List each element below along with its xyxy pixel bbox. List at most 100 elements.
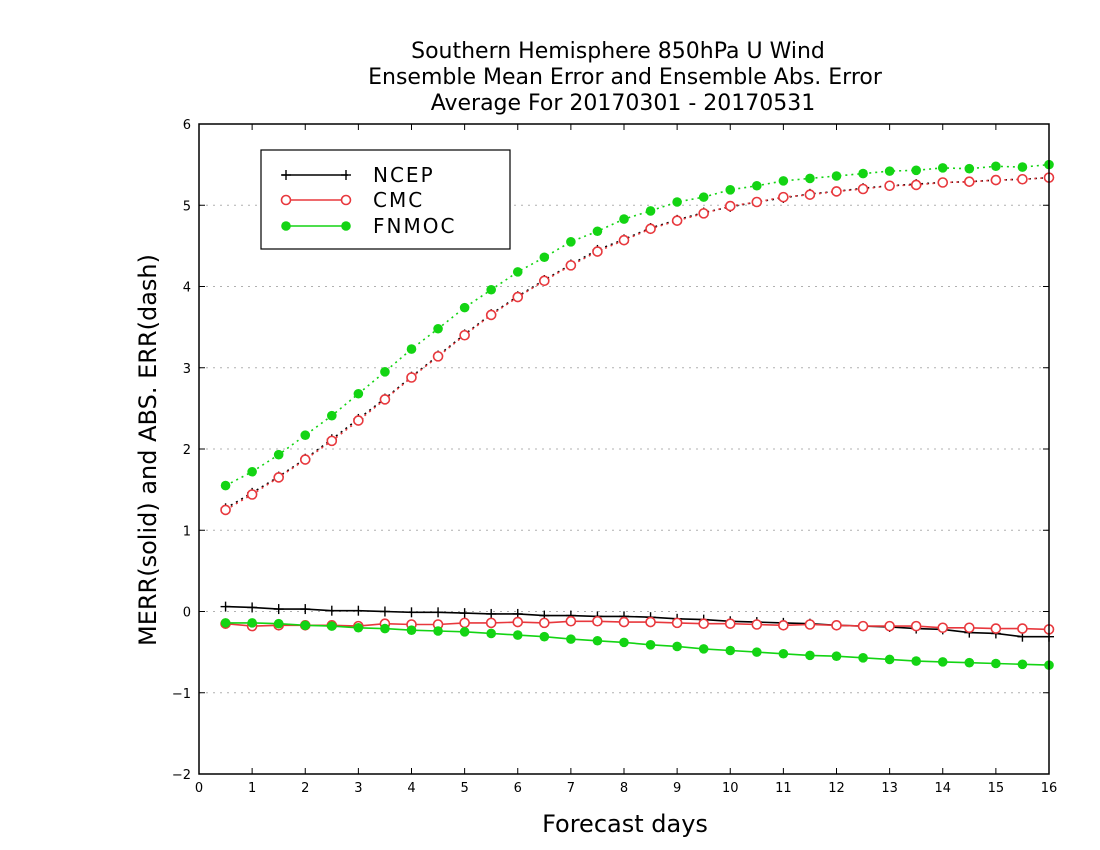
point-cmc-dash	[645, 223, 656, 235]
point-fnmoc-solid	[566, 634, 576, 644]
y-axis-label: MERR(solid) and ABS. ERR(dash)	[134, 254, 162, 646]
point-ncep-solid	[486, 608, 497, 619]
point-fnmoc-dash	[911, 165, 921, 176]
point-ncep-solid	[273, 604, 284, 615]
x-tick-label: 3	[354, 781, 362, 796]
point-fnmoc-solid	[645, 640, 656, 650]
point-fnmoc-solid	[433, 626, 443, 636]
point-cmc-solid	[857, 620, 869, 632]
point-fnmoc-solid	[884, 654, 895, 665]
point-fnmoc-solid	[698, 644, 709, 654]
point-cmc-solid	[671, 617, 683, 629]
chart-title-line-3: Average For 20170301 - 20170531	[431, 91, 816, 116]
point-cmc-dash	[406, 372, 417, 383]
point-cmc-solid	[804, 619, 816, 630]
point-fnmoc-solid	[220, 618, 231, 628]
point-fnmoc-dash	[433, 323, 443, 334]
point-fnmoc-dash	[486, 284, 496, 295]
point-fnmoc-dash	[672, 197, 682, 207]
x-tick-label: 15	[988, 781, 1005, 796]
legend-marker	[341, 221, 351, 231]
point-cmc-solid	[884, 620, 895, 632]
point-fnmoc-dash	[592, 226, 603, 237]
point-ncep-solid	[247, 602, 258, 613]
legend-entry-ncep	[281, 170, 351, 180]
point-cmc-dash	[379, 394, 391, 405]
point-fnmoc-solid	[459, 627, 470, 637]
x-tick-label: 9	[673, 781, 681, 796]
y-tick-label: 0	[183, 606, 191, 621]
legend-label-fnmoc: FNMOC	[373, 214, 456, 238]
point-fnmoc-dash	[778, 176, 789, 186]
point-fnmoc-dash	[1017, 162, 1028, 172]
point-cmc-solid	[751, 619, 763, 630]
point-cmc-solid	[937, 622, 949, 634]
point-fnmoc-solid	[911, 656, 921, 666]
point-cmc-dash	[459, 329, 470, 341]
point-cmc-dash	[273, 472, 284, 483]
point-fnmoc-dash	[698, 192, 709, 202]
point-cmc-dash	[964, 176, 975, 187]
point-cmc-dash	[353, 415, 364, 426]
point-fnmoc-dash	[459, 302, 470, 313]
point-fnmoc-dash	[752, 180, 762, 191]
point-fnmoc-solid	[672, 641, 682, 652]
point-fnmoc-solid	[380, 623, 390, 634]
series-cmc-dash	[220, 172, 1055, 516]
point-fnmoc-dash	[937, 163, 948, 173]
point-ncep-solid	[459, 608, 470, 619]
point-cmc-dash	[778, 191, 789, 203]
point-cmc-solid	[1017, 623, 1028, 634]
point-fnmoc-solid	[539, 631, 550, 642]
point-cmc-solid	[459, 617, 470, 629]
point-fnmoc-dash	[273, 449, 284, 460]
legend-marker	[281, 170, 291, 180]
point-cmc-dash	[671, 215, 683, 226]
point-cmc-dash	[937, 177, 949, 188]
point-ncep-solid	[220, 601, 231, 612]
point-fnmoc-solid	[752, 647, 762, 657]
x-tick-label: 13	[881, 781, 898, 796]
x-tick-label: 8	[620, 781, 628, 796]
legend-marker	[280, 194, 292, 206]
point-cmc-dash	[485, 309, 497, 321]
x-tick-label: 11	[775, 781, 792, 796]
point-ncep-solid	[406, 607, 417, 618]
point-cmc-dash	[220, 504, 231, 516]
series-fnmoc-solid	[220, 618, 1054, 670]
series-cmc-solid	[220, 615, 1055, 635]
point-fnmoc-solid	[858, 653, 868, 663]
point-cmc-dash	[724, 200, 736, 212]
point-fnmoc-dash	[406, 344, 417, 354]
y-tick-label: 3	[183, 362, 191, 377]
point-fnmoc-solid	[937, 657, 948, 667]
point-cmc-dash	[299, 454, 311, 465]
point-fnmoc-dash	[247, 466, 257, 477]
point-cmc-dash	[910, 179, 922, 191]
point-cmc-solid	[539, 617, 550, 629]
point-fnmoc-dash	[512, 267, 523, 277]
point-fnmoc-dash	[964, 163, 975, 174]
y-tick-label: −2	[172, 768, 191, 783]
point-fnmoc-dash	[858, 168, 868, 179]
point-fnmoc-solid	[964, 657, 975, 668]
point-fnmoc-solid	[831, 651, 842, 661]
x-tick-label: 12	[828, 781, 845, 796]
point-cmc-solid	[645, 616, 656, 628]
point-cmc-dash	[990, 174, 1002, 186]
point-fnmoc-dash	[805, 173, 815, 184]
point-cmc-solid	[618, 616, 630, 628]
legend-entry-fnmoc	[281, 221, 351, 231]
point-ncep-solid	[379, 606, 390, 617]
point-cmc-solid	[565, 615, 577, 627]
point-cmc-dash	[884, 180, 895, 192]
point-cmc-solid	[910, 620, 922, 632]
point-cmc-dash	[539, 275, 550, 287]
point-cmc-dash	[565, 260, 577, 271]
series-fnmoc-dash	[220, 159, 1054, 491]
point-fnmoc-solid	[300, 620, 311, 631]
point-cmc-solid	[512, 616, 524, 628]
point-cmc-dash	[751, 196, 763, 208]
